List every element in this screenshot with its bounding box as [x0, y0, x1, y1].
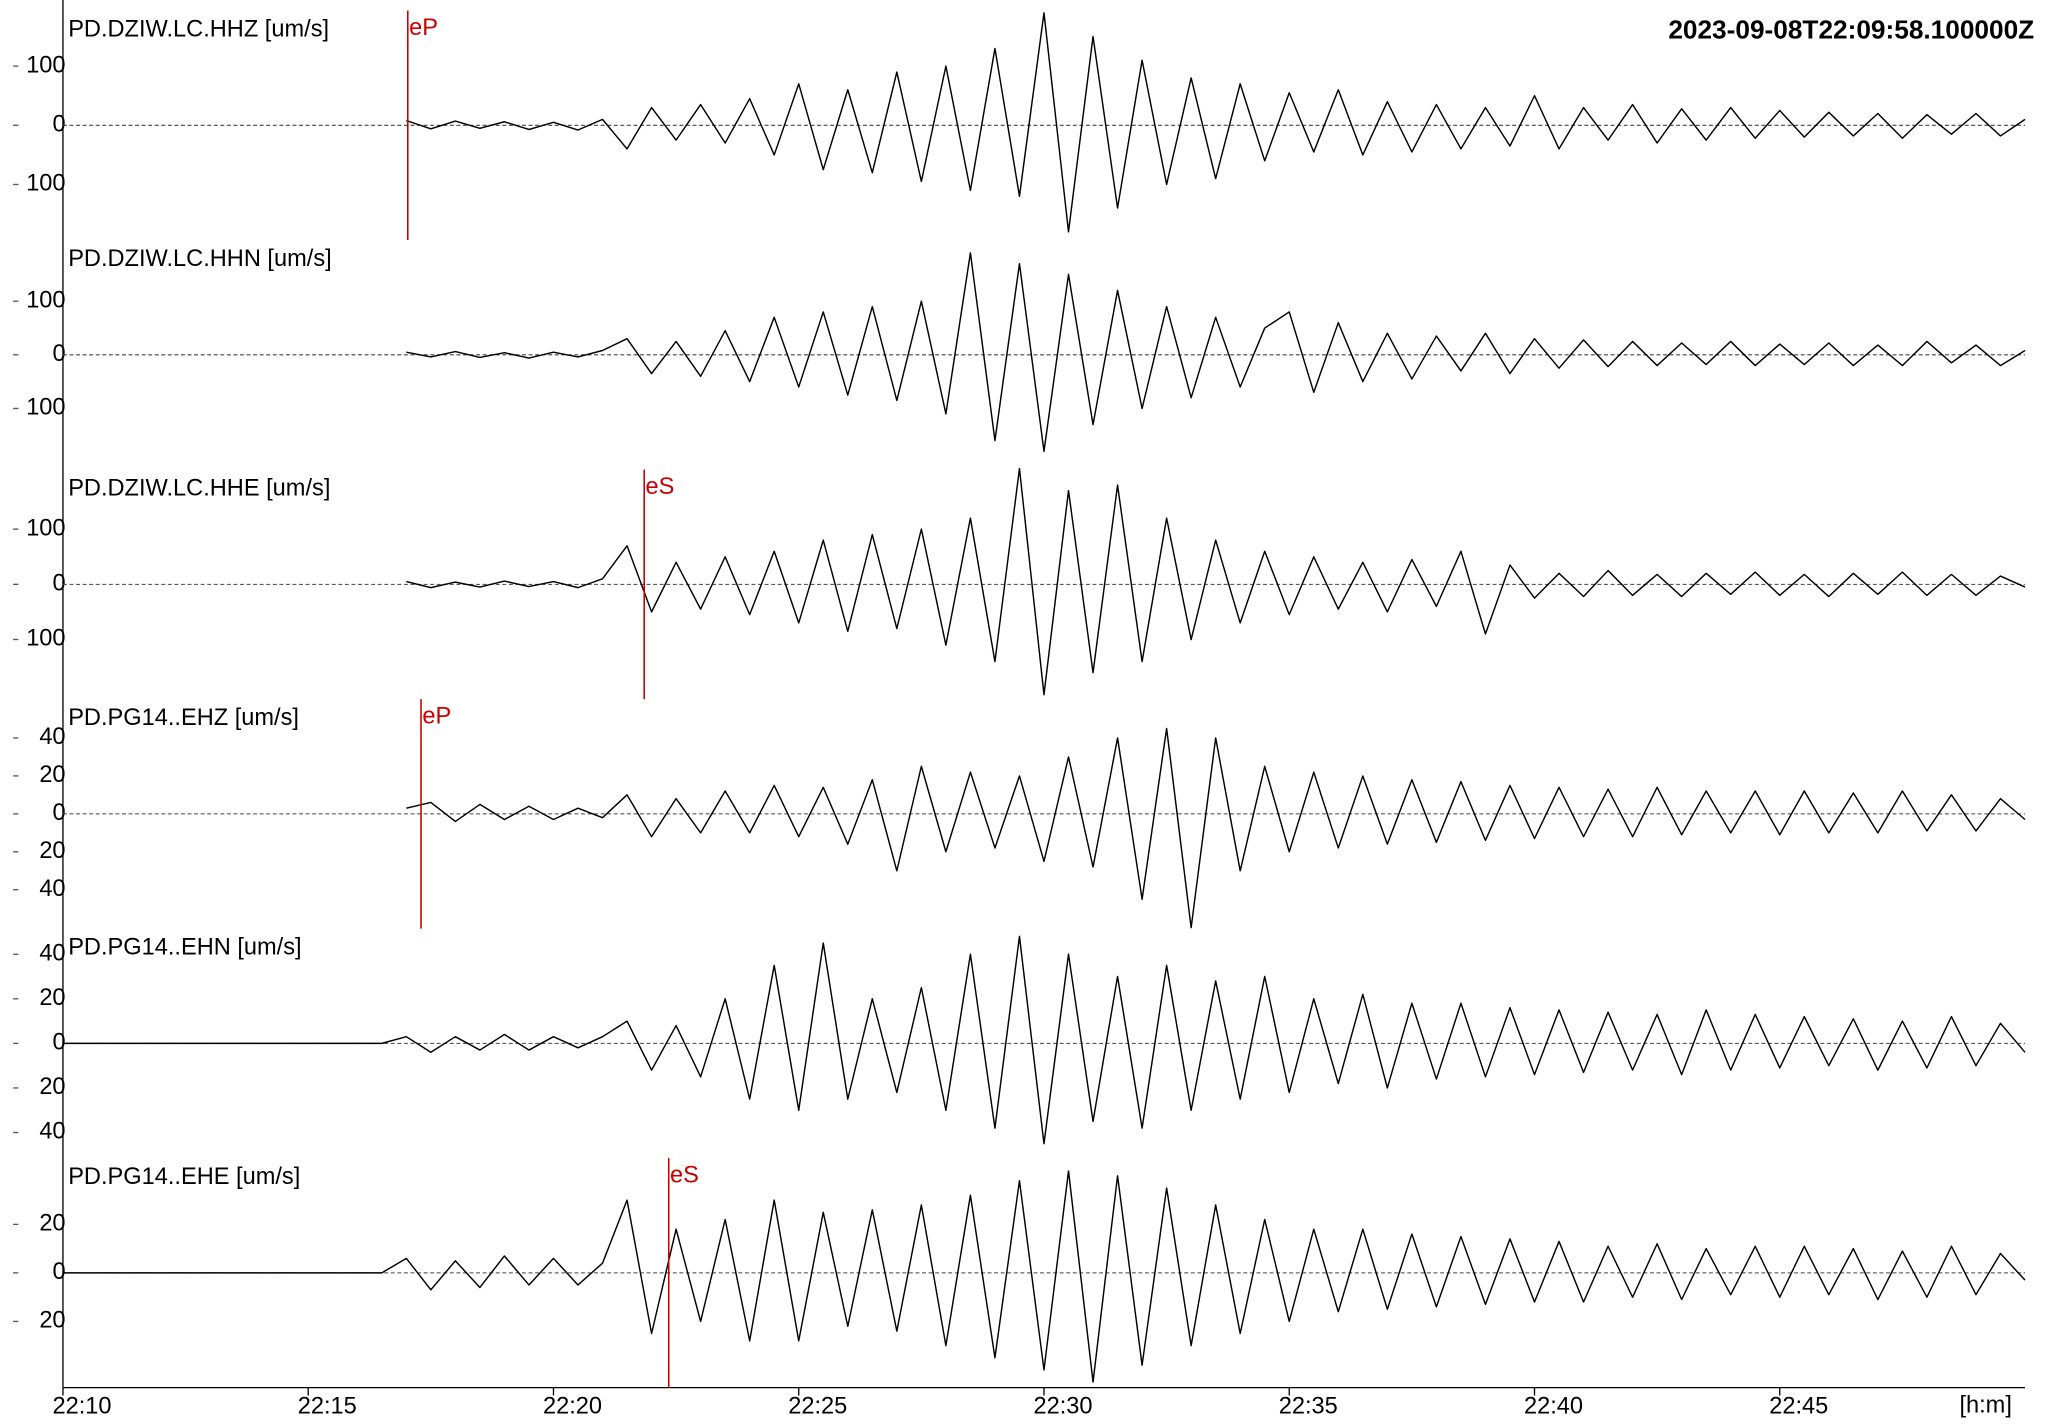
y-tick-label: 20: [39, 1211, 65, 1237]
y-tick-label: 0: [52, 1030, 65, 1056]
y-tick-label: 40: [39, 876, 65, 902]
y-tick-label: 100: [26, 171, 65, 197]
y-tick-label: 100: [26, 626, 65, 652]
channel-label: PD.DZIW.LC.HHE [um/s]: [68, 475, 330, 501]
waveform: [406, 727, 2026, 929]
pick-label: eS: [670, 1163, 699, 1189]
x-tick-label: 22:15: [298, 1394, 357, 1420]
waveform: [406, 252, 2026, 453]
y-tick-label: 100: [26, 287, 65, 313]
y-tick-label: 100: [26, 515, 65, 541]
y-tick-label: 20: [39, 1308, 65, 1334]
y-tick-label: 40: [39, 940, 65, 966]
y-tick-label: 20: [39, 762, 65, 788]
waveform: [406, 12, 2026, 233]
pick-label: eP: [422, 704, 451, 730]
y-tick-label: 20: [39, 838, 65, 864]
y-tick-label: 20: [39, 985, 65, 1011]
x-tick-label: 22:35: [1279, 1394, 1338, 1420]
y-tick-label: 100: [26, 395, 65, 421]
channel-label: PD.DZIW.LC.HHN [um/s]: [68, 246, 331, 272]
chart-title: 2023-09-08T22:09:58.100000Z: [1668, 14, 2034, 44]
x-tick-label: 22:40: [1524, 1394, 1583, 1420]
y-tick-label: 20: [39, 1074, 65, 1100]
channel-label: PD.DZIW.LC.HHZ [um/s]: [68, 16, 329, 42]
waveform: [62, 935, 2026, 1145]
x-tick-label: 22:45: [1769, 1394, 1828, 1420]
channel-label: PD.PG14..EHZ [um/s]: [68, 705, 299, 731]
x-tick-label: 22:25: [788, 1394, 847, 1420]
y-tick-label: 0: [52, 112, 65, 138]
x-tick-label: 22:30: [1033, 1394, 1092, 1420]
channel-label: PD.PG14..EHE [um/s]: [68, 1164, 300, 1190]
y-tick-label: 0: [52, 341, 65, 367]
y-tick-label: 100: [26, 52, 65, 78]
pick-label: eS: [646, 474, 675, 500]
x-tick-label: 22:10: [52, 1394, 111, 1420]
y-tick-label: 0: [52, 571, 65, 597]
x-axis-label: [h:m]: [1959, 1392, 2011, 1418]
channel-label: PD.PG14..EHN [um/s]: [68, 935, 301, 961]
y-tick-label: 0: [52, 1259, 65, 1285]
y-tick-label: 40: [39, 724, 65, 750]
y-tick-label: 0: [52, 800, 65, 826]
pick-label: eP: [409, 15, 438, 41]
waveform: [62, 1170, 2026, 1383]
waveform: [406, 467, 2026, 696]
y-tick-label: 40: [39, 1119, 65, 1145]
x-tick-label: 22:20: [543, 1394, 602, 1420]
